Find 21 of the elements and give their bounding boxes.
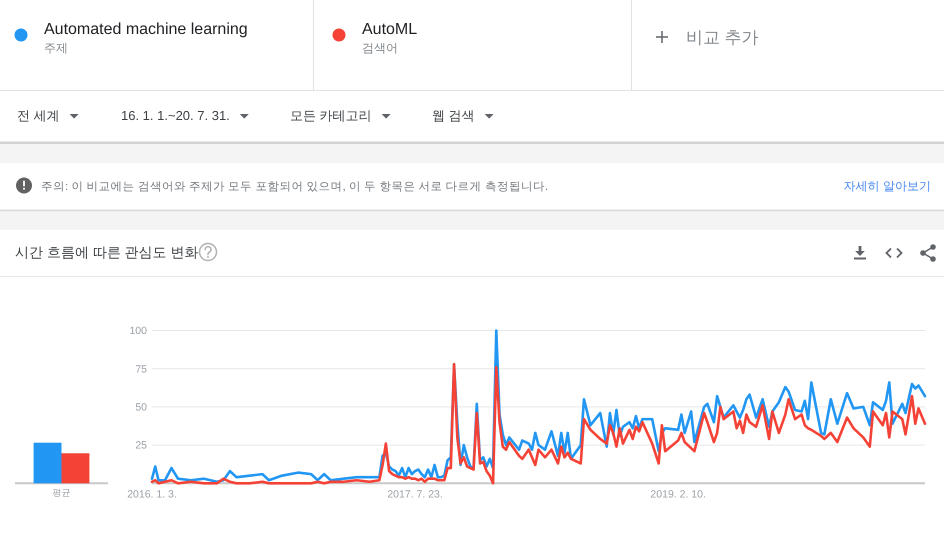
x-tick-label: 2019. 2. 10. [650, 488, 706, 500]
y-tick-label: 75 [135, 363, 148, 376]
x-tick-label: 2017. 7. 23. [387, 488, 443, 500]
text: 자세히 알아보기 [844, 179, 931, 193]
x-tick-label: 평균 [52, 487, 70, 498]
y-tick-label: 50 [135, 402, 148, 414]
y-tick-label: 25 [135, 440, 148, 452]
line-series [150, 362, 926, 485]
text: 전 세계 [17, 108, 60, 123]
text: 웹 검색 [432, 108, 475, 123]
chart-title: 시간 흐름에 따른 관심도 변화 [15, 244, 199, 260]
text: 주의: 이 비교에는 검색어와 주제가 모두 포함되어 있으며, 이 두 항목은 서로 다르게 측정됩니다. [41, 181, 548, 193]
text: 주제 [44, 41, 68, 55]
x-tick-label: 2016. 1. 3. [127, 488, 177, 500]
text: 모든 카테고리 [290, 108, 372, 123]
text: 비교 추가 [686, 28, 759, 47]
text: 16. 1. 1.~20. 7. 31. [121, 108, 230, 123]
y-tick-label: 100 [129, 325, 148, 338]
legend-label: AutoML [362, 21, 418, 38]
text: 검색어 [362, 41, 398, 55]
legend-label: Automated machine learning [44, 21, 248, 38]
